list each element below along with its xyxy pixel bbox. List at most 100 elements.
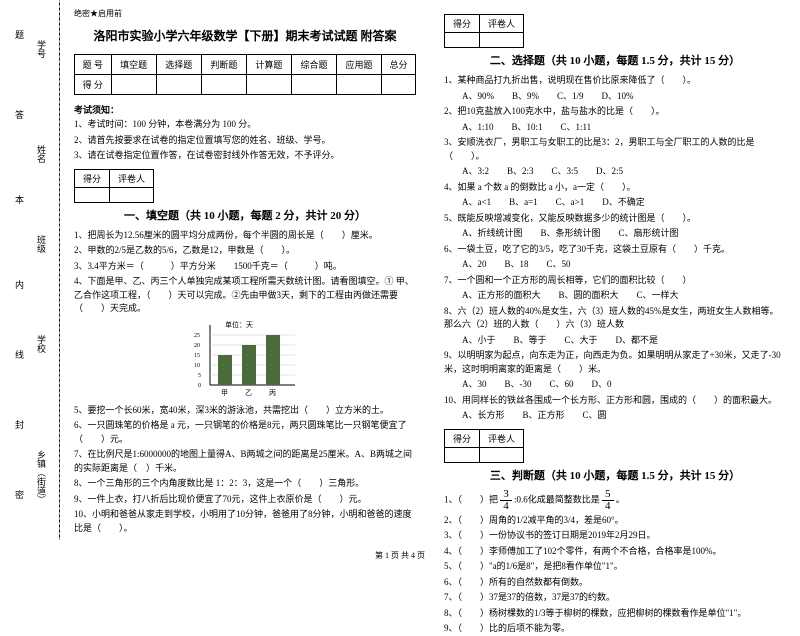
- mini-score-label: 得分: [75, 169, 110, 187]
- section2-title: 二、选择题（共 10 小题，每题 1.5 分，共计 15 分）: [444, 52, 786, 68]
- section1-questions-cont: 5、要挖一个长60米，宽40米，深3米的游泳池，共需挖出（ ）立方米的土。 6、…: [74, 404, 416, 536]
- score-h-6: 应用题: [337, 55, 382, 75]
- mini-score-label: 得分: [445, 15, 480, 33]
- bar-yi: [242, 345, 256, 385]
- q2-5: 5、既能反映增减变化，又能反映数据多少的统计图是（ ）。: [444, 212, 786, 226]
- q1-7: 7、在比例尺是1:6000000的地图上量得A、B两城之间的距离是25厘米。A、…: [74, 448, 416, 475]
- q2-5o: A、折线统计图 B、条形统计图 C、扇形统计图: [444, 227, 786, 241]
- left-column: 绝密★启用前 洛阳市实验小学六年级数学【下册】期末考试试题 附答案 题 号 填空…: [60, 0, 430, 540]
- section2-questions: 1、某种商品打九折出售，说明现在售价比原来降低了（ ）。 A、90% B、9% …: [444, 74, 786, 423]
- score-value-row: 得 分: [75, 75, 416, 95]
- paper-title: 洛阳市实验小学六年级数学【下册】期末考试试题 附答案: [74, 27, 416, 44]
- chart-ylabel: 单位：天: [225, 320, 253, 329]
- section1-questions: 1、把周长为12.56厘米的圆平均分成两份，每个半圆的周长是（ ）厘米。 2、甲…: [74, 229, 416, 316]
- q2-1: 1、某种商品打九折出售，说明现在售价比原来降低了（ ）。: [444, 74, 786, 88]
- tick-10: 10: [194, 363, 200, 369]
- score-summary-table: 题 号 填空题 选择题 判断题 计算题 综合题 应用题 总分 得 分: [74, 54, 416, 95]
- margin-vtext-5: 封: [13, 420, 26, 429]
- q3-2: 2、（ ）周角的1/2减平角的3/4，差是60°。: [444, 514, 786, 528]
- score-header-row: 题 号 填空题 选择题 判断题 计算题 综合题 应用题 总分: [75, 55, 416, 75]
- mini-grader-label: 评卷人: [480, 429, 524, 447]
- section2-score-box: 得分 评卷人: [444, 14, 524, 48]
- bar-jia: [218, 355, 232, 385]
- score-cell: [246, 75, 291, 95]
- bar-label-yi: 乙: [245, 389, 252, 397]
- q2-4o: A、a<1 B、a=1 C、a>1 D、不确定: [444, 196, 786, 210]
- bar-bing: [266, 335, 280, 385]
- section3-title: 三、判断题（共 10 小题，每题 1.5 分，共计 15 分）: [444, 467, 786, 483]
- content-area: 绝密★启用前 洛阳市实验小学六年级数学【下册】期末考试试题 附答案 题 号 填空…: [60, 0, 800, 540]
- q2-7: 7、一个圆和一个正方形的周长相等，它们的面积比较（ ）: [444, 274, 786, 288]
- margin-vtext-2: 本: [13, 195, 26, 204]
- margin-vtext-0: 题: [13, 30, 26, 39]
- section3-score-box: 得分 评卷人: [444, 429, 524, 463]
- mini-score-label: 得分: [445, 429, 480, 447]
- page-container: 学号 姓名 班级 学校 乡镇（街道） 题 答 本 内 线 封 密 绝密★启用前 …: [0, 0, 800, 540]
- q1-1: 1、把周长为12.56厘米的圆平均分成两份，每个半圆的周长是（ ）厘米。: [74, 229, 416, 243]
- mini-cell: [445, 33, 480, 48]
- q3-5: 5、（ ）"a的1/6是8"，是把8看作单位"1"。: [444, 560, 786, 574]
- binding-margin: 学号 姓名 班级 学校 乡镇（街道） 题 答 本 内 线 封 密: [0, 0, 60, 540]
- right-column: 得分 评卷人 二、选择题（共 10 小题，每题 1.5 分，共计 15 分） 1…: [430, 0, 800, 540]
- q2-8: 8、六（2）班人数的40%是女生，六（3）班人数的45%是女生，两班女生人数相等…: [444, 305, 786, 332]
- score-h-5: 综合题: [291, 55, 336, 75]
- q2-2: 2、把10克盐放入100克水中，盐与盐水的比是（ ）。: [444, 105, 786, 119]
- mini-cell: [480, 447, 524, 462]
- instruction-2: 2、请首先按要求在试卷的指定位置填写您的姓名、班级、学号。: [74, 134, 416, 148]
- instructions-title: 考试须知：: [74, 103, 416, 116]
- score-h-0: 题 号: [75, 55, 112, 75]
- tick-20: 20: [194, 343, 200, 349]
- tick-25: 25: [194, 333, 200, 339]
- margin-labels: 学号 姓名 班级 学校 乡镇（街道） 题 答 本 内 线 封 密: [5, 0, 55, 540]
- mini-grader-label: 评卷人: [480, 15, 524, 33]
- q1-4: 4、下面是甲、乙、丙三个人单独完成某项工程所需天数统计图。请看图填空。① 甲、乙…: [74, 275, 416, 316]
- frac-5-4: 54: [602, 489, 614, 512]
- mini-cell: [110, 187, 154, 202]
- section3-questions: 1、（ ）把 34 :0.6化成最简整数比是 54 。 2、（ ）周角的1/2减…: [444, 489, 786, 636]
- page-footer: 第 1 页 共 4 页: [0, 550, 800, 561]
- q2-2o: A、1:10 B、10:1 C、1:11: [444, 121, 786, 135]
- q2-4: 4、如果 a 个数 a 的倒数比 a 小，a一定（ ）。: [444, 181, 786, 195]
- q2-6o: A、20 B、18 C、50: [444, 258, 786, 272]
- section1-score-box: 得分 评卷人: [74, 169, 154, 203]
- q3-9: 9、（ ）比的后项不能为零。: [444, 622, 786, 636]
- mini-cell: [480, 33, 524, 48]
- margin-label-school: 学校: [35, 335, 48, 353]
- bar-label-bing: 丙: [269, 389, 276, 397]
- q3-1-b: :0.6化成最简整数比是: [514, 494, 600, 504]
- q2-8o: A、小于 B、等于 C、大于 D、都不是: [444, 334, 786, 348]
- bar-chart: 单位：天 0 5 10 15 20 25 甲 乙: [190, 320, 300, 400]
- q2-10: 10、用同样长的铁丝各围成一个长方形、正方形和圆，围成的（ ）的面积最大。: [444, 394, 786, 408]
- score-h-1: 填空题: [111, 55, 156, 75]
- score-h-3: 判断题: [201, 55, 246, 75]
- score-h-7: 总分: [382, 55, 416, 75]
- score-cell: [382, 75, 416, 95]
- instruction-3: 3、请在试卷指定位置作答，在试卷密封线外作答无效，不予评分。: [74, 149, 416, 163]
- q2-3o: A、3:2 B、2:3 C、3:5 D、2:5: [444, 165, 786, 179]
- margin-label-id: 学号: [35, 40, 48, 58]
- q2-6: 6、一袋土豆，吃了它的3/5，吃了30千克，这袋土豆原有（ ）千克。: [444, 243, 786, 257]
- q3-1-a: 1、（ ）把: [444, 494, 498, 504]
- score-cell: [201, 75, 246, 95]
- score-h-4: 计算题: [246, 55, 291, 75]
- margin-vtext-1: 答: [13, 110, 26, 119]
- tick-15: 15: [194, 353, 200, 359]
- q3-1: 1、（ ）把 34 :0.6化成最简整数比是 54 。: [444, 489, 786, 512]
- q3-6: 6、（ ）所有的自然数都有倒数。: [444, 576, 786, 590]
- dashed-fold-line: [59, 0, 60, 540]
- q3-8: 8、（ ）杨树棵数的1/3等于柳树的棵数，应把柳树的棵数看作是单位"1"。: [444, 607, 786, 621]
- q2-1o: A、90% B、9% C、1/9 D、10%: [444, 90, 786, 104]
- q2-9: 9、以明明家为起点，向东走为正，向西走为负。如果明明从家走了+30米，又走了-3…: [444, 349, 786, 376]
- tick-0: 0: [198, 383, 201, 389]
- section1-title: 一、填空题（共 10 小题，每题 2 分，共计 20 分）: [74, 207, 416, 223]
- score-row-label: 得 分: [75, 75, 112, 95]
- bar-label-jia: 甲: [221, 389, 228, 397]
- score-cell: [156, 75, 201, 95]
- score-cell: [111, 75, 156, 95]
- frac-3-4: 34: [500, 489, 512, 512]
- score-cell: [337, 75, 382, 95]
- margin-vtext-3: 内: [13, 280, 26, 289]
- score-h-2: 选择题: [156, 55, 201, 75]
- bar-chart-svg: 单位：天 0 5 10 15 20 25 甲 乙: [190, 320, 300, 400]
- q3-3: 3、（ ）一份协议书的签订日期是2019年2月29日。: [444, 529, 786, 543]
